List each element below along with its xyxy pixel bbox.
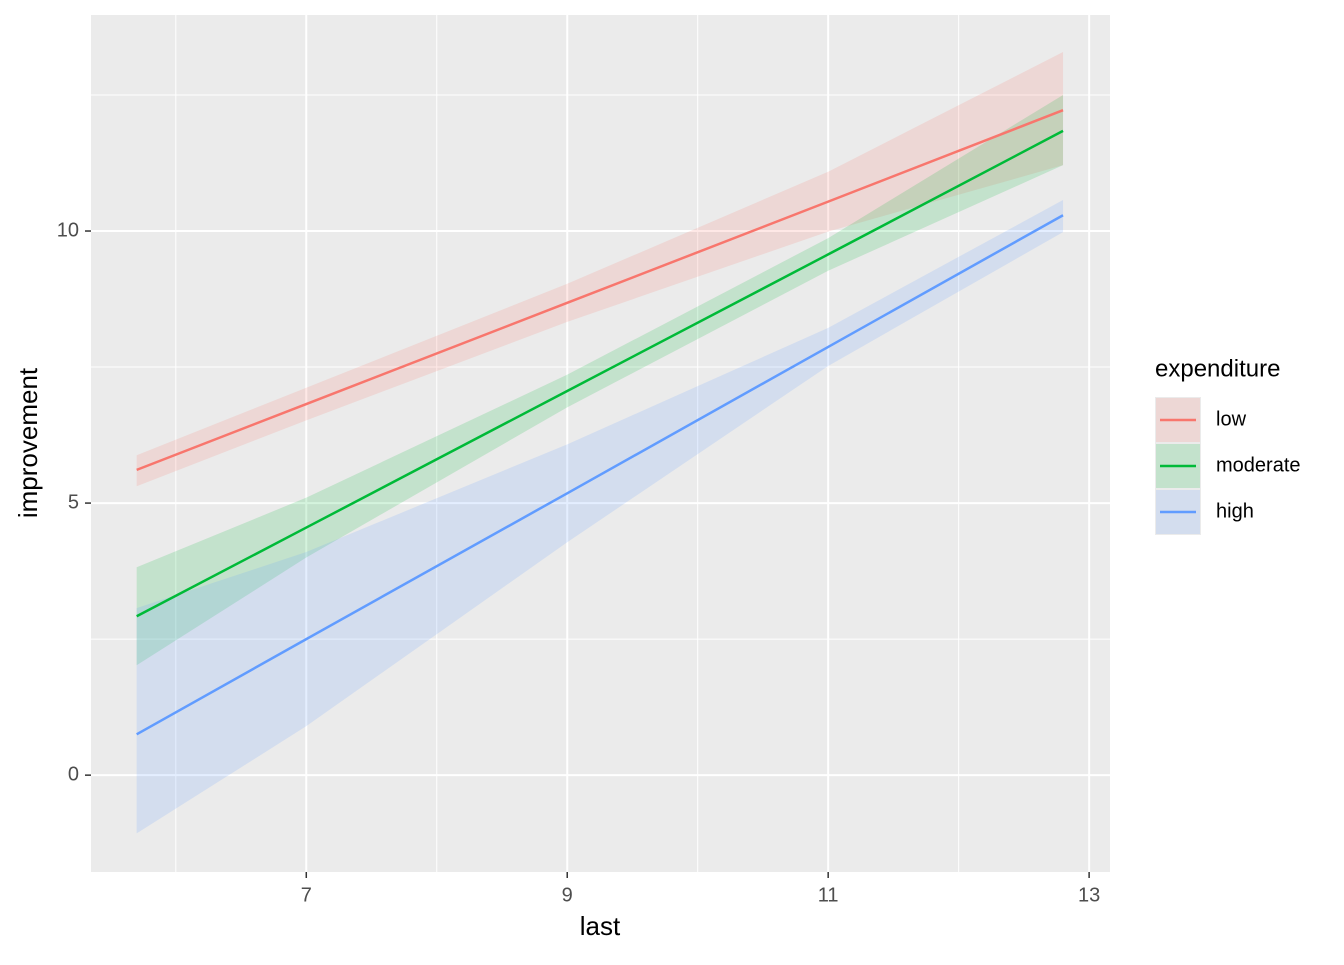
- axes: 7 9 11 13 0 5 10: [57, 219, 1100, 906]
- y-tick-label: 10: [57, 219, 79, 241]
- x-tick-label: 13: [1078, 884, 1100, 906]
- grid: [91, 15, 1110, 872]
- legend: expenditure low moderate high: [1155, 355, 1301, 535]
- lines: [136, 109, 1064, 736]
- legend-title: expenditure: [1155, 355, 1280, 382]
- legend-label: low: [1216, 408, 1247, 430]
- x-tick-label: 7: [301, 884, 312, 906]
- ribbons: [136, 52, 1064, 834]
- line: [136, 214, 1064, 736]
- confidence-ribbon: [136, 94, 1064, 666]
- y-tick-label: 5: [68, 491, 79, 513]
- legend-label: high: [1216, 500, 1254, 522]
- x-tick-label: 11: [818, 884, 839, 906]
- confidence-ribbon: [136, 52, 1064, 487]
- x-tick-label: 9: [562, 884, 573, 906]
- legend-label: moderate: [1216, 454, 1301, 476]
- y-axis-title: improvement: [13, 367, 43, 518]
- x-axis-title: last: [580, 911, 621, 941]
- line: [136, 129, 1064, 618]
- y-tick-label: 0: [68, 763, 79, 785]
- line: [136, 109, 1064, 472]
- confidence-ribbon: [136, 200, 1064, 834]
